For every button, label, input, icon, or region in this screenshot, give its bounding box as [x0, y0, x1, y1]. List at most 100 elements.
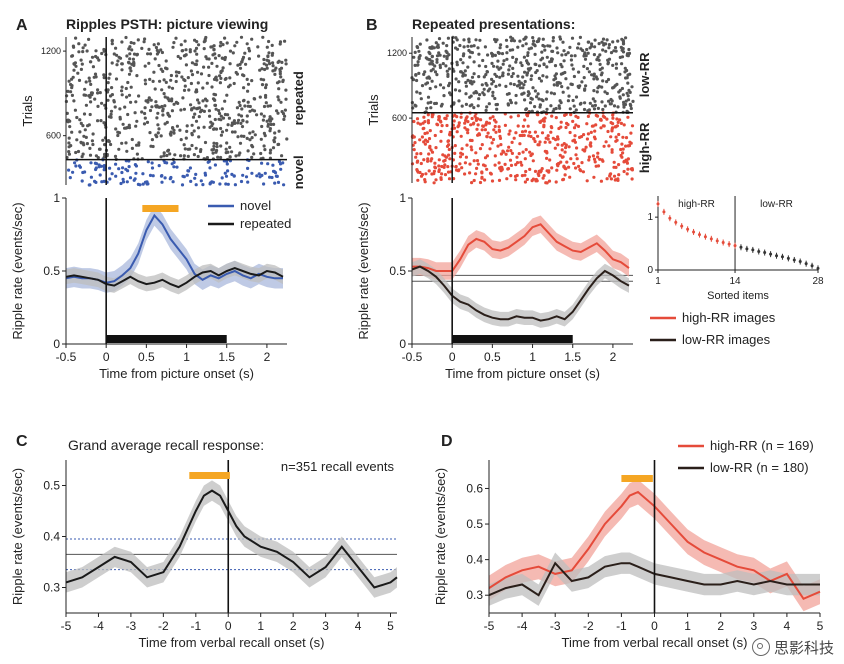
- panel-c-annotation: n=351 recall events: [281, 459, 395, 474]
- x-tick-label: -2: [158, 619, 169, 633]
- x-tick-label: 0: [103, 350, 110, 364]
- y-axis-label: Ripple rate (events/sec): [10, 202, 25, 339]
- y-tick-label: 0.6: [466, 481, 483, 495]
- raster-group-label-low-rr: low-RR: [637, 52, 652, 97]
- x-tick-label: 2: [610, 350, 617, 364]
- y-tick-label: 1: [53, 191, 60, 205]
- raster-group-label-novel: novel: [291, 155, 306, 189]
- inset-point: [709, 237, 713, 241]
- legend-label-0: high-RR images: [682, 310, 776, 325]
- significance-bar: [142, 205, 179, 212]
- watermark-text: 思影科技: [773, 638, 834, 657]
- inset-point: [780, 255, 784, 259]
- series-band-1: [412, 259, 629, 328]
- inset-point: [721, 241, 725, 245]
- y-tick-label: 0.3: [466, 588, 483, 602]
- legend-label-0: novel: [240, 198, 271, 213]
- inset-x-tick-label: 28: [812, 276, 824, 287]
- x-tick-label: 1: [257, 619, 264, 633]
- x-tick-label: 1.5: [218, 350, 235, 364]
- legend-label-1: repeated: [240, 216, 291, 231]
- x-axis-label: Time from verbal recall onset (s): [562, 635, 748, 650]
- y-tick-label: 0: [53, 337, 60, 351]
- inset-y-tick-label: 0: [647, 265, 653, 276]
- raster-ytick-label: 600: [392, 113, 407, 123]
- line-panel-c: -5 -4 -3 -2 -1 0 1 2 3 4 5 0.3 0.4 0.5 Time from verba…: [10, 437, 398, 650]
- inset-point: [757, 250, 761, 253]
- x-tick-label: -0.5: [56, 350, 77, 364]
- x-tick-label: -4: [93, 619, 104, 633]
- x-tick-label: 0: [225, 619, 232, 633]
- inset-point: [680, 224, 684, 228]
- inset-point: [816, 266, 820, 270]
- y-axis-label: Ripple rate (events/sec): [10, 468, 25, 605]
- x-tick-label: 4: [784, 619, 791, 633]
- raster-group-label-repeated: repeated: [291, 71, 306, 125]
- inset-point: [727, 242, 731, 246]
- panel-c-title: Grand average recall response:: [68, 437, 264, 453]
- inset-region-label-low: low-RR: [760, 199, 793, 210]
- line-panel-d: -5 -4 -3 -2 -1 0 1 2 3 4 5 0.3 0.4 0.5 0.6 Time from ve…: [433, 438, 824, 650]
- y-tick-label: 0.5: [43, 479, 60, 493]
- legend-label-0: high-RR (n = 169): [710, 438, 814, 453]
- stimulus-bar: [452, 335, 573, 343]
- inset-y-tick-label: 1: [647, 212, 653, 223]
- inset-point: [668, 216, 672, 220]
- inset-point: [804, 262, 808, 266]
- x-tick-label: -1: [616, 619, 627, 633]
- inset-point: [692, 230, 696, 234]
- x-tick-label: 4: [355, 619, 362, 633]
- x-tick-label: 2: [264, 350, 271, 364]
- x-axis-label: Time from verbal recall onset (s): [139, 635, 325, 650]
- raster-group-high-rr: [410, 111, 635, 185]
- raster-ytick-label: 1200: [41, 46, 61, 56]
- significance-bar: [621, 475, 653, 482]
- y-tick-label: 0.4: [466, 553, 483, 567]
- significance-bar: [189, 472, 230, 479]
- x-tick-label: 2: [717, 619, 724, 633]
- inset-point: [792, 258, 796, 262]
- x-tick-label: 3: [750, 619, 757, 633]
- x-tick-label: -3: [550, 619, 561, 633]
- panel-letter-c: C: [16, 433, 28, 450]
- x-tick-label: -0.5: [402, 350, 423, 364]
- wechat-icon: [751, 638, 770, 656]
- inset-point: [798, 260, 802, 264]
- inset-point: [686, 227, 690, 231]
- y-tick-label: 0.4: [43, 530, 60, 544]
- inset-region-label-high: high-RR: [678, 199, 715, 210]
- x-tick-label: 0: [651, 619, 658, 633]
- raster-title: Ripples PSTH: picture viewing: [66, 16, 268, 32]
- y-tick-label: 0.5: [43, 264, 60, 278]
- x-tick-label: -3: [126, 619, 137, 633]
- inset-point: [715, 239, 719, 243]
- x-tick-label: -5: [484, 619, 495, 633]
- y-tick-label: 0: [399, 337, 406, 351]
- x-tick-label: 1: [684, 619, 691, 633]
- inset-point: [739, 245, 743, 249]
- x-tick-label: -5: [61, 619, 72, 633]
- x-tick-label: 1.5: [564, 350, 581, 364]
- inset-x-tick-label: 14: [729, 276, 741, 287]
- x-tick-label: 2: [290, 619, 297, 633]
- inset-x-label: Sorted items: [707, 290, 769, 302]
- series-line-high-rr: [488, 490, 821, 601]
- y-tick-label: 0.3: [43, 581, 60, 595]
- y-tick-label: 0.5: [389, 264, 406, 278]
- raster-title: Repeated presentations:: [412, 16, 575, 32]
- inset-point: [763, 251, 767, 255]
- inset-point: [697, 233, 701, 237]
- x-tick-label: 0: [449, 350, 456, 364]
- inset-point: [745, 247, 749, 251]
- legend-label-1: low-RR (n = 180): [710, 460, 809, 475]
- panel-letter-b: B: [366, 17, 378, 34]
- x-tick-label: 1: [183, 350, 190, 364]
- raster-b: 600 1200 Trials Repeated presentations: low-…: [366, 16, 652, 185]
- series-line-repeated: [65, 267, 284, 289]
- inset-point: [769, 252, 773, 256]
- inset-point: [703, 235, 707, 239]
- raster-a: 600 1200 Trials Ripples PSTH: picture viewi…: [20, 16, 306, 189]
